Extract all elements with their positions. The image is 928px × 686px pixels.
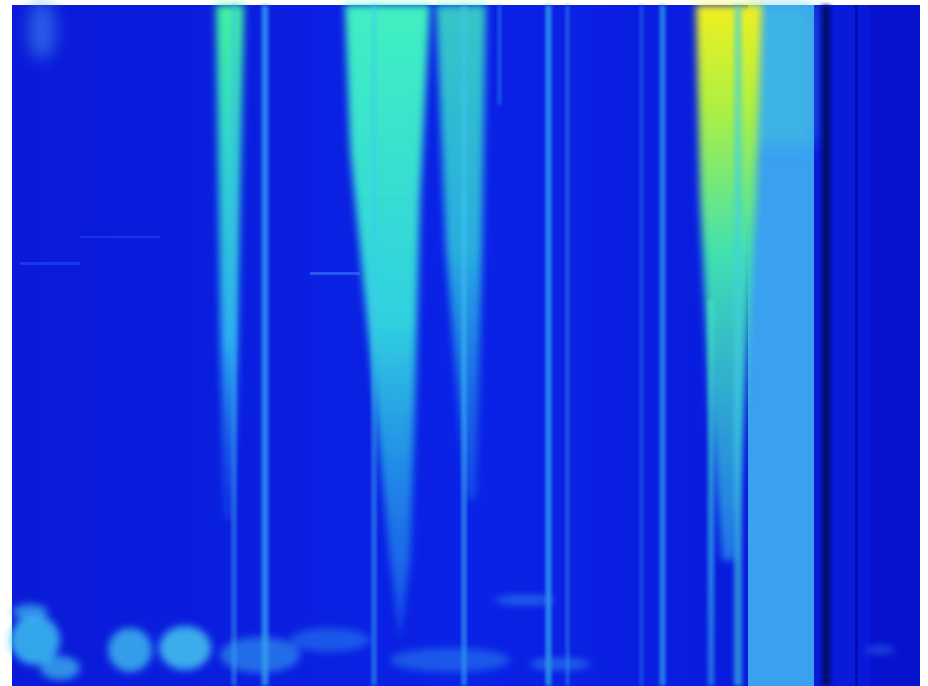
background-shade [870, 5, 920, 686]
dark-line [822, 5, 830, 686]
line [372, 5, 376, 686]
trace [20, 262, 80, 265]
line [708, 300, 714, 686]
line [232, 5, 236, 686]
trace [310, 272, 360, 275]
line [734, 5, 742, 686]
line [640, 5, 643, 686]
line [566, 5, 569, 686]
line [546, 5, 551, 686]
waterfall-image [0, 0, 928, 686]
line [660, 5, 665, 686]
line [262, 5, 268, 686]
dark-line [855, 5, 858, 686]
page [0, 0, 928, 686]
plume [28, 0, 56, 60]
line [498, 5, 501, 105]
line [462, 5, 466, 686]
trace [80, 236, 160, 238]
